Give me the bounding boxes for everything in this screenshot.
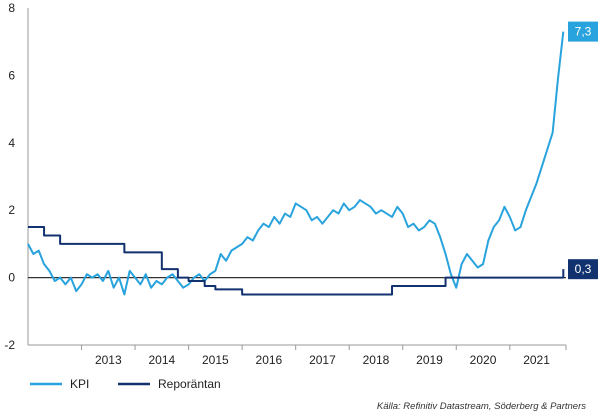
end-label-reporantan: 0,3 — [568, 259, 598, 280]
y-tick-label: 4 — [8, 136, 15, 150]
series-layer — [27, 31, 565, 296]
x-tick-label: 2015 — [202, 353, 229, 367]
series-line-kpi — [27, 31, 565, 296]
series-line-reporantan — [28, 226, 565, 296]
y-tick-label: 2 — [8, 203, 15, 217]
x-tick-label: 2017 — [309, 353, 336, 367]
legend-label-kpi: KPI — [70, 377, 89, 391]
x-tick-label: 2021 — [523, 353, 550, 367]
end-labels: 7,3 0,3 — [568, 21, 598, 280]
legend: KPI Reporäntan — [30, 377, 221, 391]
x-tick-label: 2019 — [416, 353, 443, 367]
end-label-text: 0,3 — [575, 262, 592, 276]
y-tick-labels: -2 0 2 4 6 8 — [4, 1, 15, 352]
y-tick-label: 8 — [8, 1, 15, 15]
source-note: Källa: Refinitiv Datastream, Söderberg &… — [377, 401, 586, 412]
x-tick-label: 2013 — [95, 353, 122, 367]
y-tick-label: 0 — [8, 271, 15, 285]
y-tick-label: -2 — [4, 338, 15, 352]
end-label-box — [568, 259, 598, 280]
end-label-box — [568, 21, 598, 42]
end-label-text: 7,3 — [575, 25, 592, 39]
y-tick-label: 6 — [8, 68, 15, 82]
legend-label-reporantan: Reporäntan — [158, 377, 221, 391]
x-tick-label: 2020 — [470, 353, 497, 367]
x-tick-label: 2014 — [148, 353, 175, 367]
x-tick-labels: 2013 2014 2015 2016 2017 2018 2019 2020 2021 — [81, 345, 567, 367]
x-tick-label: 2018 — [363, 353, 390, 367]
end-label-kpi: 7,3 — [568, 21, 598, 42]
x-tick-label: 2016 — [256, 353, 283, 367]
